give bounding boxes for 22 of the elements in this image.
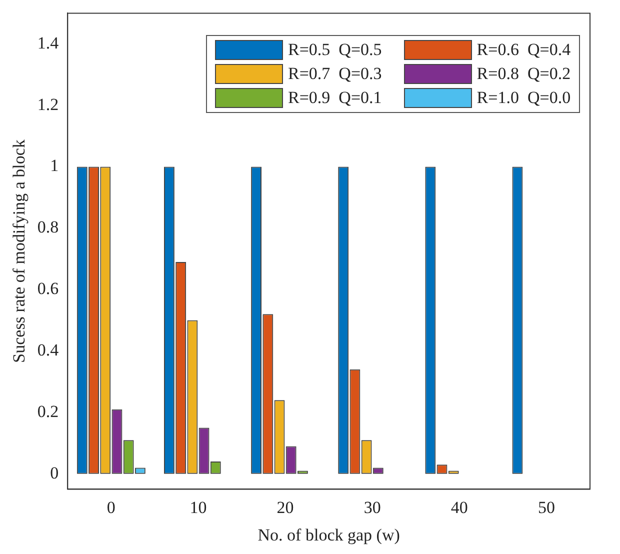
legend-label: R=0.5 Q=0.5 [288, 40, 382, 60]
y-axis-title: Sucess rate of modifying a block [10, 139, 29, 363]
x-tick-label: 50 [538, 498, 555, 517]
x-axis-title: No. of block gap (w) [258, 525, 400, 544]
x-tick-label: 20 [276, 498, 294, 517]
x-tick-label: 40 [450, 498, 468, 517]
x-tick-label: 0 [106, 498, 116, 517]
legend-label: R=0.7 Q=0.3 [288, 64, 382, 84]
legend-label: R=0.9 Q=0.1 [288, 88, 382, 108]
y-tick-label: 0.2 [37, 402, 59, 421]
y-tick-label: 0.6 [37, 279, 59, 298]
y-tick-label: 1.2 [37, 94, 59, 114]
y-tick-label: 1 [50, 156, 59, 176]
y-tick-label: 1.4 [37, 33, 60, 52]
legend-label: R=0.6 Q=0.4 [476, 40, 571, 60]
x-tick-label: 30 [364, 498, 381, 517]
y-tick-label: 0.8 [37, 218, 59, 237]
legend-label: R=0.8 Q=0.2 [476, 64, 571, 84]
x-tick-label: 10 [190, 498, 207, 517]
y-tick-label: 0.4 [37, 340, 60, 360]
y-tick-label: 0 [50, 463, 59, 482]
legend-label: R=1.0 Q=0.0 [476, 88, 571, 108]
